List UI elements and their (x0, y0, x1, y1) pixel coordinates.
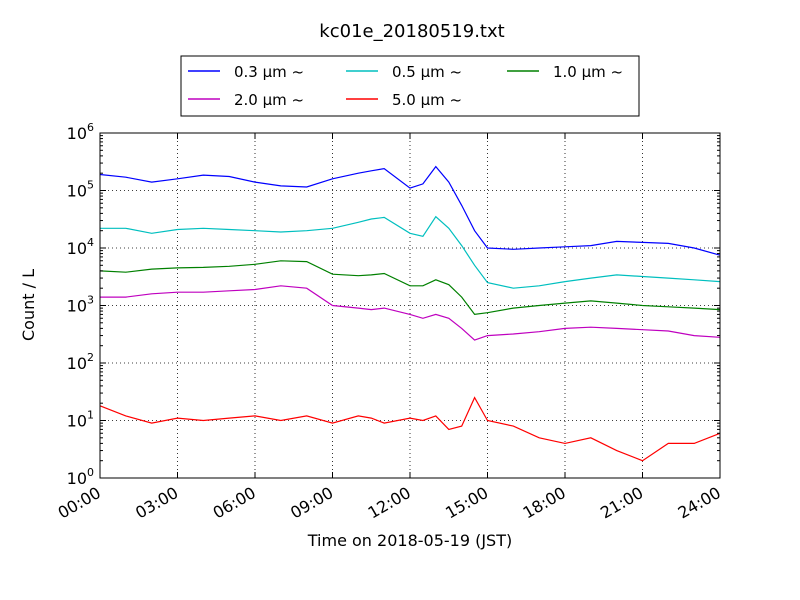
series-lines (99, 165, 721, 462)
x-tick-label: 18:00 (520, 483, 569, 523)
x-tick-label: 03:00 (132, 483, 181, 523)
y-tick-label: 104 (67, 236, 94, 258)
series-line (100, 215, 721, 289)
series-line (99, 396, 721, 462)
x-tick-label: 06:00 (210, 483, 259, 523)
y-tick-label: 105 (67, 179, 94, 201)
legend-label: 0.3 μm ~ (234, 63, 304, 81)
y-tick-label: 101 (67, 409, 94, 431)
legend: 0.3 μm ~ 0.5 μm ~ 1.0 μm ~ 2.0 μm ~ 5.0 μm ~ (180, 55, 640, 117)
x-tick-label: 09:00 (287, 483, 336, 523)
x-tick-label: 00:00 (55, 483, 104, 523)
series-line (100, 285, 721, 341)
y-tick-label: 103 (67, 294, 94, 316)
y-tick-label: 100 (67, 466, 94, 488)
legend-label: 1.0 μm ~ (553, 63, 623, 81)
y-axis: 100 101 102 103 104 105 106 (67, 121, 720, 488)
legend-label: 0.5 μm ~ (392, 63, 462, 81)
legend-box (180, 55, 640, 117)
grid-lines (100, 133, 720, 478)
x-tick-label: 21:00 (597, 483, 646, 523)
series-line (99, 260, 721, 316)
legend-label: 2.0 μm ~ (234, 91, 304, 109)
y-axis-label: Count / L (19, 269, 38, 341)
x-axis-label: Time on 2018-05-19 (JST) (307, 531, 512, 550)
y-tick-label: 102 (67, 351, 94, 373)
y-tick-label: 106 (67, 121, 94, 143)
series-line (99, 165, 721, 256)
legend-label: 5.0 μm ~ (392, 91, 462, 109)
x-axis: 00:00 03:00 06:00 09:00 12:00 15:00 18:00 21:00… (55, 133, 724, 523)
x-tick-label: 15:00 (442, 483, 491, 523)
x-tick-label: 24:00 (675, 483, 724, 523)
chart-title: kc01e_20180519.txt (319, 21, 504, 42)
x-tick-label: 12:00 (365, 483, 414, 523)
